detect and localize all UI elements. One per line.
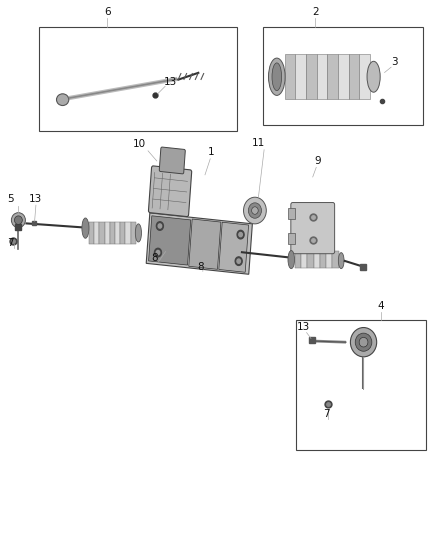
Bar xyxy=(326,251,332,268)
Bar xyxy=(307,251,314,268)
Circle shape xyxy=(237,230,244,239)
Bar xyxy=(288,233,295,244)
Bar xyxy=(115,222,120,244)
Circle shape xyxy=(239,232,242,237)
Bar xyxy=(317,54,328,99)
Ellipse shape xyxy=(248,203,261,219)
Circle shape xyxy=(156,251,160,255)
Text: 6: 6 xyxy=(104,7,111,17)
Bar xyxy=(125,222,131,244)
Bar xyxy=(148,216,191,265)
Ellipse shape xyxy=(272,63,282,91)
Circle shape xyxy=(235,257,242,265)
Bar xyxy=(332,251,339,268)
Text: 7: 7 xyxy=(323,409,330,419)
Bar xyxy=(120,222,125,244)
Ellipse shape xyxy=(14,216,22,224)
Text: 10: 10 xyxy=(133,139,146,149)
Bar xyxy=(189,219,221,269)
Bar xyxy=(301,251,307,268)
Ellipse shape xyxy=(355,333,372,351)
Ellipse shape xyxy=(268,58,285,95)
Ellipse shape xyxy=(135,224,141,242)
Bar xyxy=(146,213,252,274)
Text: 5: 5 xyxy=(7,194,14,204)
Text: 11: 11 xyxy=(252,138,265,148)
Ellipse shape xyxy=(11,213,25,228)
Bar xyxy=(295,251,301,268)
Bar xyxy=(89,222,94,244)
Bar xyxy=(285,54,295,99)
Bar xyxy=(296,320,426,450)
Bar xyxy=(328,54,338,99)
Circle shape xyxy=(158,224,162,228)
Bar xyxy=(320,251,326,268)
Bar xyxy=(288,208,295,219)
FancyBboxPatch shape xyxy=(148,166,192,216)
Bar xyxy=(219,222,249,272)
Text: 7: 7 xyxy=(7,238,14,248)
Text: 1: 1 xyxy=(208,147,215,157)
Bar xyxy=(94,222,99,244)
Bar xyxy=(338,54,349,99)
Bar xyxy=(360,54,370,99)
Ellipse shape xyxy=(82,218,89,238)
Ellipse shape xyxy=(338,253,344,269)
Bar xyxy=(314,251,320,268)
Ellipse shape xyxy=(57,94,69,106)
Ellipse shape xyxy=(288,251,295,269)
Text: 8: 8 xyxy=(151,253,158,263)
Text: 3: 3 xyxy=(391,56,398,67)
Text: 8: 8 xyxy=(197,262,204,272)
Bar xyxy=(263,27,423,125)
Circle shape xyxy=(237,259,240,263)
Bar xyxy=(349,54,360,99)
Text: 9: 9 xyxy=(314,156,321,166)
Text: 13: 13 xyxy=(297,321,310,332)
Ellipse shape xyxy=(251,207,258,214)
Bar xyxy=(110,222,115,244)
Bar xyxy=(295,54,306,99)
Circle shape xyxy=(155,248,162,257)
Text: 13: 13 xyxy=(28,194,42,204)
Bar xyxy=(306,54,317,99)
Ellipse shape xyxy=(244,197,266,224)
Ellipse shape xyxy=(367,61,380,92)
Bar xyxy=(99,222,105,244)
FancyBboxPatch shape xyxy=(159,147,185,174)
Circle shape xyxy=(156,222,163,230)
Bar xyxy=(131,222,136,244)
Ellipse shape xyxy=(359,337,368,347)
Bar xyxy=(39,27,237,131)
Text: 13: 13 xyxy=(163,77,177,87)
Text: 2: 2 xyxy=(312,7,319,17)
FancyBboxPatch shape xyxy=(291,203,335,254)
Text: 4: 4 xyxy=(378,301,385,311)
Bar xyxy=(105,222,110,244)
Ellipse shape xyxy=(350,327,377,357)
